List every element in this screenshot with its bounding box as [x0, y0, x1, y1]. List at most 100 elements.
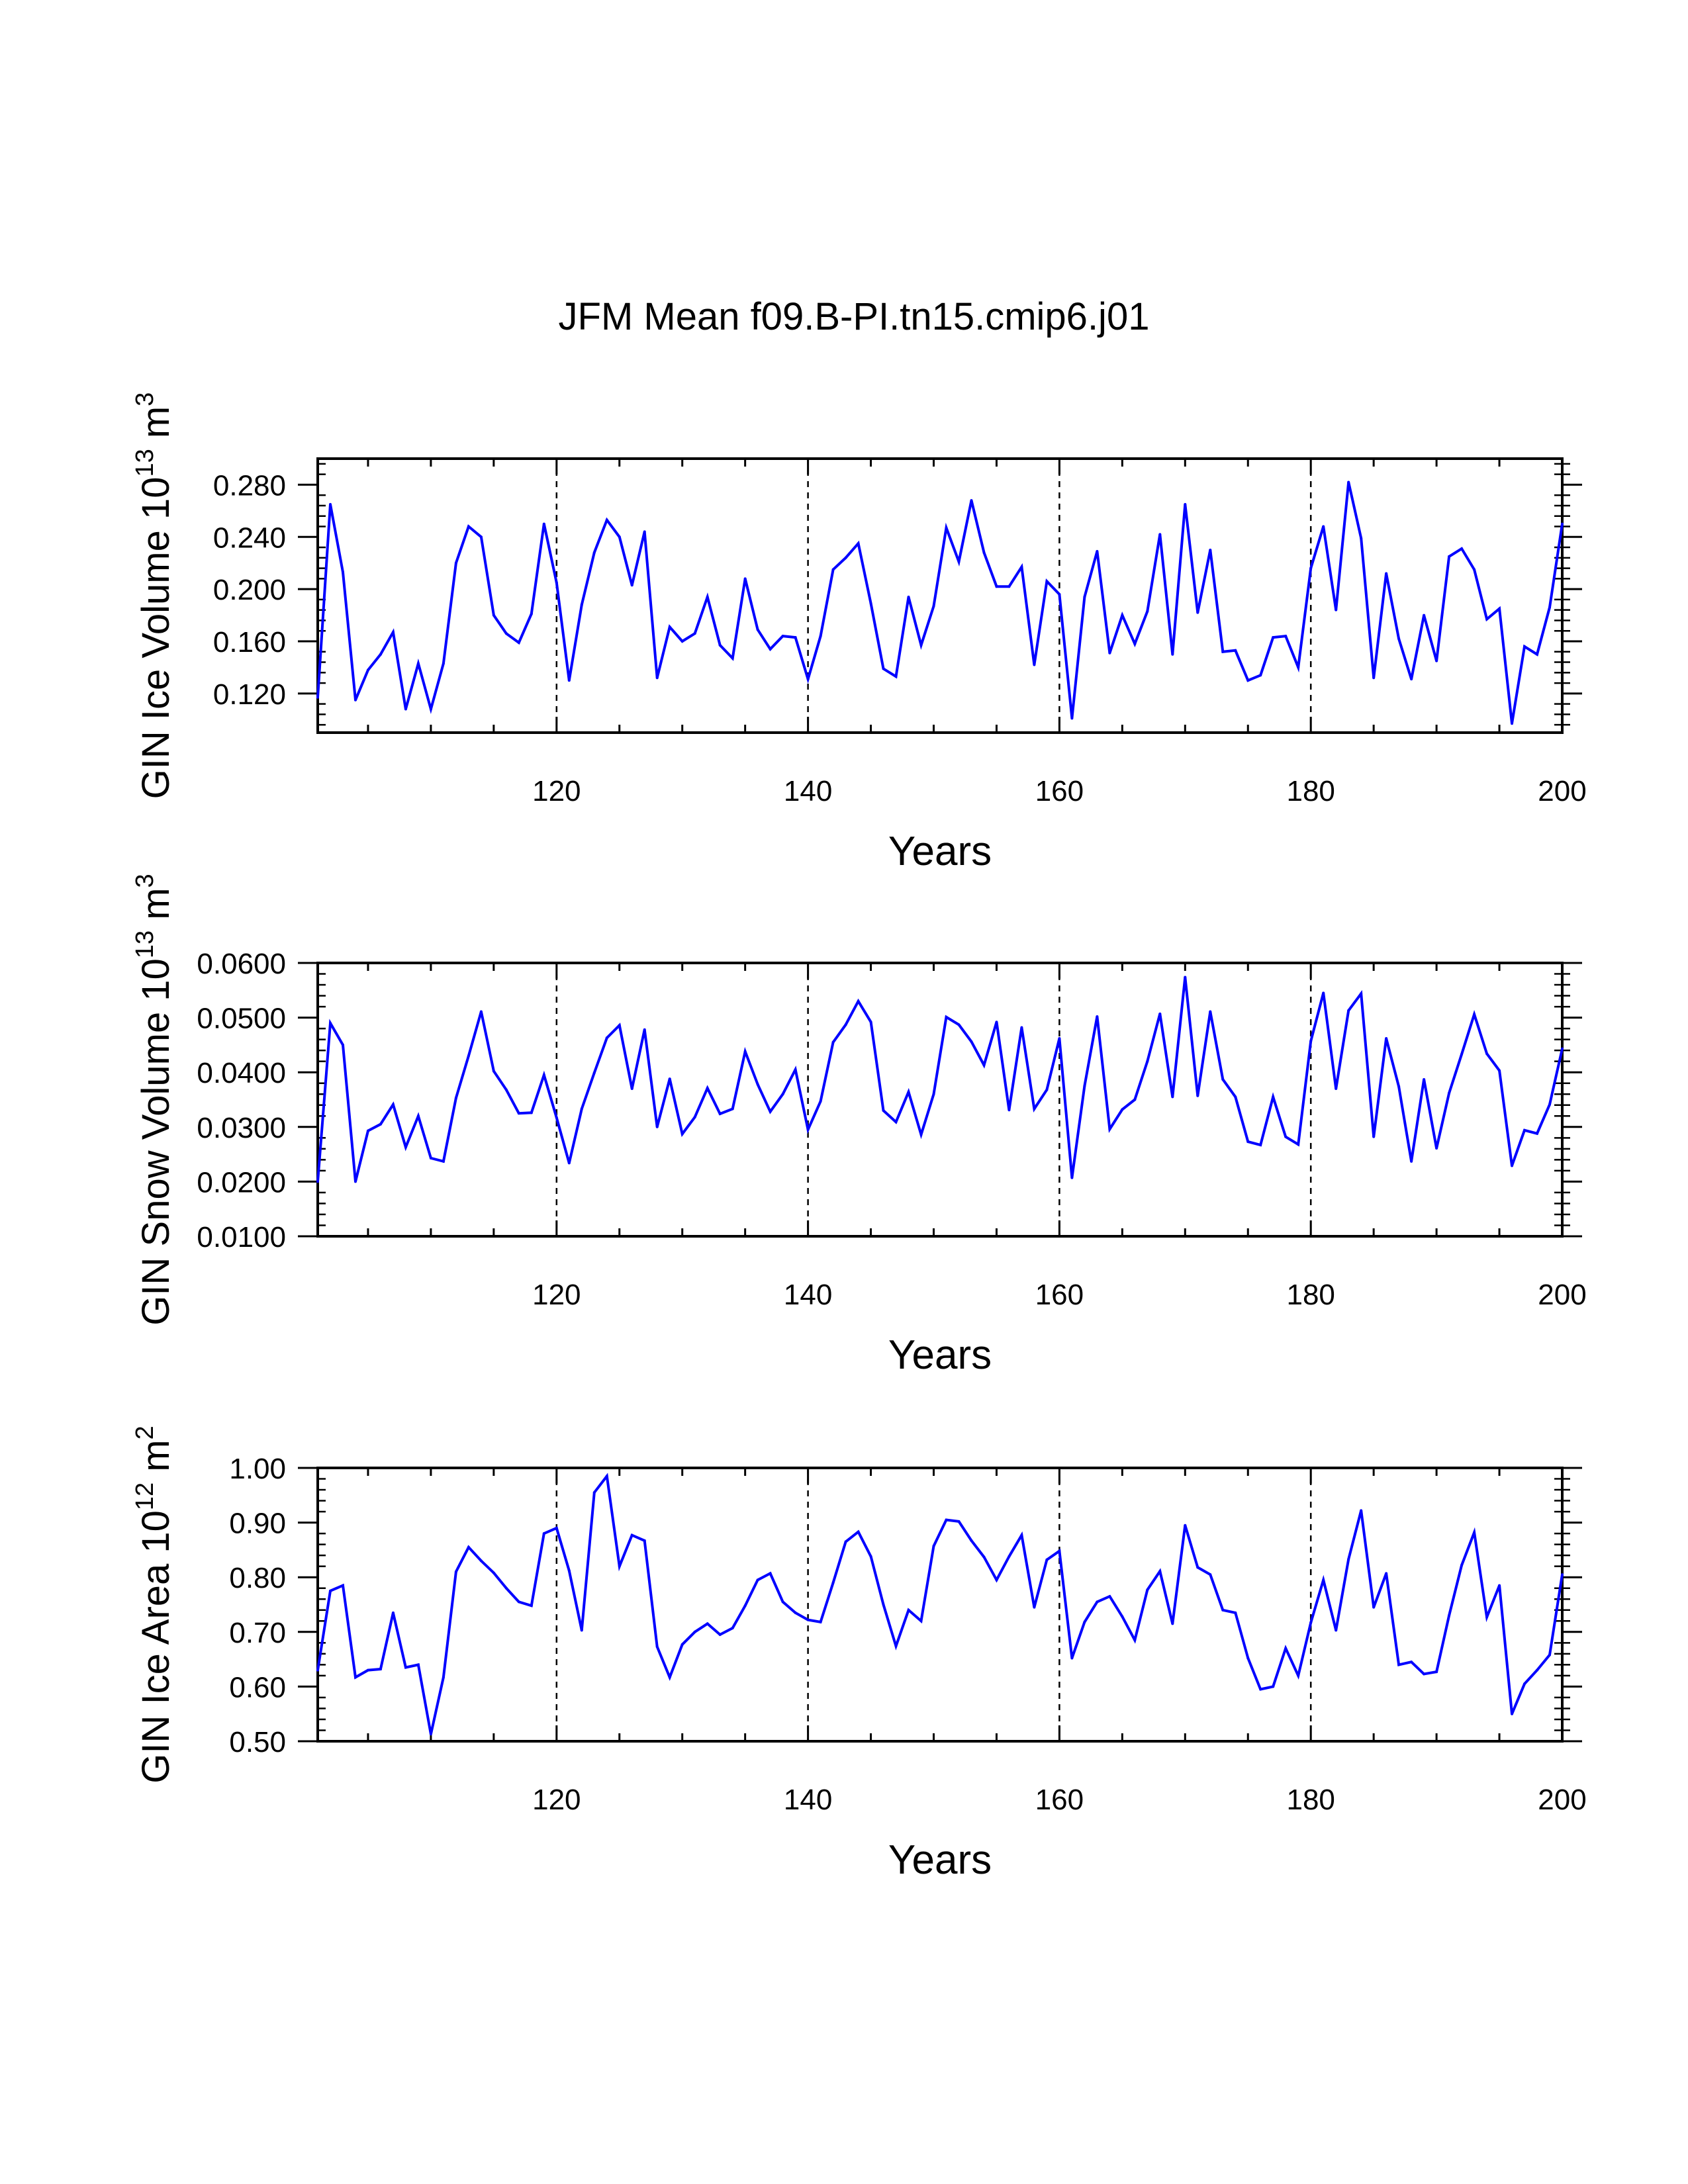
panel-ice-volume.data-point — [630, 584, 633, 587]
panel-snow-volume.data-point — [1121, 1108, 1124, 1111]
panel-snow-volume.data-point — [1498, 1069, 1501, 1072]
panel-ice-area.y-tick-label: 0.60 — [229, 1671, 286, 1704]
panel-ice-volume: 120 140 160 180 200 0.120 0.160 0.200 0.240 0.280… — [131, 392, 1587, 874]
panel-ice-volume.data-point — [706, 595, 709, 598]
panel-ice-area.data-point — [1347, 1557, 1350, 1561]
panel-ice-area.data-point — [567, 1569, 571, 1572]
panel-snow-volume.data-point — [743, 1050, 747, 1053]
panel-snow-volume.data-point — [341, 1043, 344, 1046]
panel-ice-volume.data-point — [555, 581, 558, 584]
panel-snow-volume.data-point — [580, 1107, 583, 1111]
panel-ice-area.data-point — [706, 1622, 709, 1625]
panel-snow-volume.data-point — [1548, 1103, 1552, 1106]
panel-ice-area.data-point — [769, 1572, 772, 1575]
panel-ice-volume.data-point — [1297, 666, 1300, 669]
panel-ice-volume.data-point — [1108, 651, 1111, 655]
panel-snow-volume.data-point — [1209, 1010, 1212, 1013]
panel-ice-volume.data-point — [1435, 659, 1438, 662]
panel-snow-volume.data-point — [1083, 1084, 1086, 1087]
panel-ice-volume.data-point — [1536, 653, 1539, 656]
panel-ice-volume.data-point — [1146, 610, 1149, 613]
panel-ice-volume.data-point — [857, 542, 860, 545]
panel-ice-volume.data-point — [819, 635, 822, 638]
panel-ice-area.x-tick-label-120: 120 — [532, 1784, 581, 1816]
panel-snow-volume.data-point — [1158, 1012, 1162, 1015]
panel-ice-volume.data-point — [831, 568, 835, 571]
panel-snow-volume.data-point — [1184, 976, 1187, 979]
panel-ice-volume.data-point — [592, 551, 596, 554]
panel-ice-area.data-point — [1008, 1555, 1011, 1558]
panel-ice-area.x-tick-label-180: 180 — [1286, 1784, 1335, 1816]
panel-ice-area.y-tick-label: 0.50 — [229, 1726, 286, 1758]
panel-snow-volume.x-axis-label: Years — [888, 1332, 992, 1378]
panel-snow-volume.data-point — [1058, 1036, 1061, 1040]
panel-snow-volume.data-point — [429, 1156, 432, 1160]
panel-ice-area.data-point — [844, 1540, 847, 1543]
panel-ice-area.data-point — [1133, 1639, 1137, 1642]
panel-snow-volume.data-point — [1171, 1095, 1174, 1099]
panel-ice-volume.data-point — [1133, 642, 1137, 645]
panel-ice-area.data-point — [907, 1608, 910, 1612]
panel-ice-volume.data-point — [316, 696, 319, 699]
panel-snow-volume.data-point — [1297, 1143, 1300, 1146]
panel-ice-area.y-axis-label: GIN Ice Area 1012 m2 — [131, 1426, 177, 1784]
panel-ice-area.y-tick-label: 0.80 — [229, 1562, 286, 1594]
panel-snow-volume.data-point — [907, 1090, 910, 1093]
panel-ice-area.data-point — [479, 1559, 483, 1563]
panel-ice-volume.data-point — [1234, 649, 1237, 652]
panel-snow-volume.data-point — [1309, 1040, 1313, 1043]
panel-ice-area.data-point — [1234, 1611, 1237, 1614]
panel-ice-volume.y-tick-label: 0.240 — [213, 522, 286, 554]
panel-ice-volume.data-point — [442, 662, 445, 665]
panel-snow-volume.data-point — [1385, 1036, 1388, 1040]
panel-ice-area.data-point — [530, 1604, 533, 1608]
panel-ice-area.data-point — [1297, 1674, 1300, 1677]
panel-ice-volume.data-point — [479, 535, 483, 539]
panel-ice-area.data-point — [643, 1539, 646, 1542]
panel-ice-area.data-point — [945, 1518, 948, 1522]
panel-ice-volume.data-point — [353, 698, 357, 702]
panel-ice-volume.data-point — [1498, 607, 1501, 610]
panel-ice-volume.data-point — [1284, 635, 1288, 638]
panel-ice-area.x-tick-label-160: 160 — [1035, 1784, 1084, 1816]
panel-snow-volume.data-point — [680, 1132, 684, 1136]
panel-ice-volume.data-point — [1184, 503, 1187, 506]
panel-snow-volume.data-point — [316, 1180, 319, 1183]
panel-ice-area.data-point — [857, 1530, 860, 1533]
panel-ice-area.data-point — [995, 1578, 998, 1582]
panel-ice-volume.plot-frame — [316, 457, 1564, 734]
panel-ice-area.data-point — [1196, 1566, 1199, 1569]
panel-snow-volume.data-point — [1410, 1160, 1413, 1163]
panel-ice-volume.data-point — [668, 625, 671, 629]
panel-ice-area.data-point — [404, 1666, 407, 1669]
panel-ice-area.data-point — [894, 1645, 898, 1648]
panel-ice-volume.data-point — [806, 678, 810, 681]
panel-ice-volume.data-point — [366, 668, 369, 672]
panel-ice-area.data-point — [379, 1667, 382, 1670]
panel-ice-volume.data-point — [1008, 585, 1011, 588]
panel-snow-volume.data-point — [1221, 1077, 1225, 1081]
panel-snow-volume.data-point — [1020, 1026, 1023, 1029]
panel-ice-area.data-point — [932, 1545, 935, 1548]
panel-snow-volume.data-point — [806, 1128, 810, 1131]
panel-ice-volume.data-point — [844, 556, 847, 559]
panel-ice-volume.data-point — [1335, 608, 1338, 612]
panel-snow-volume.y-tick-label: 0.0500 — [197, 1003, 286, 1035]
panel-ice-area.data-point — [1096, 1600, 1099, 1604]
panel-ice-area.data-point — [517, 1600, 520, 1604]
panel-ice-volume.data-point — [1272, 636, 1275, 639]
panel-ice-volume.data-point — [467, 525, 470, 528]
panel-snow-volume.data-point — [404, 1146, 407, 1149]
panel-ice-volume.data-point — [693, 632, 696, 635]
panel-snow-volume.data-point — [479, 1010, 483, 1013]
panel-snow-volume.data-point — [995, 1021, 998, 1024]
panel-snow-volume.data-point — [919, 1133, 923, 1136]
panel-ice-volume.data-point — [1070, 717, 1074, 720]
panel-snow-volume.data-point — [416, 1115, 420, 1118]
panel-snow-volume.data-point — [517, 1112, 520, 1115]
panel-snow-volume.data-point — [442, 1160, 445, 1163]
panel-ice-area.y-axis-label-main: GIN Ice Area 10 — [134, 1510, 177, 1784]
panel-ice-area.data-point — [781, 1600, 784, 1604]
panel-ice-area.data-point — [416, 1663, 420, 1666]
panel-ice-volume.data-point — [605, 518, 608, 522]
